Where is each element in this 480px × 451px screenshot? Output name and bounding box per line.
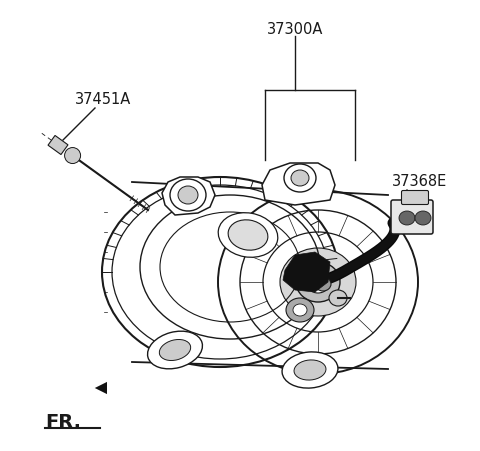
Ellipse shape bbox=[280, 248, 356, 316]
Text: FR.: FR. bbox=[45, 413, 81, 432]
Polygon shape bbox=[48, 135, 68, 155]
Ellipse shape bbox=[228, 220, 268, 250]
Ellipse shape bbox=[178, 186, 198, 204]
FancyBboxPatch shape bbox=[401, 190, 429, 204]
Ellipse shape bbox=[296, 262, 340, 302]
Ellipse shape bbox=[282, 352, 338, 388]
Ellipse shape bbox=[415, 211, 431, 225]
Ellipse shape bbox=[286, 298, 314, 322]
Ellipse shape bbox=[306, 271, 330, 293]
Ellipse shape bbox=[218, 213, 278, 257]
Ellipse shape bbox=[291, 170, 309, 186]
Ellipse shape bbox=[329, 290, 347, 306]
Polygon shape bbox=[162, 177, 215, 215]
Text: 37451A: 37451A bbox=[75, 92, 131, 107]
Polygon shape bbox=[262, 163, 335, 205]
Ellipse shape bbox=[147, 331, 203, 369]
Ellipse shape bbox=[65, 147, 81, 164]
FancyBboxPatch shape bbox=[391, 200, 433, 234]
Ellipse shape bbox=[399, 211, 415, 225]
Ellipse shape bbox=[170, 179, 206, 211]
Ellipse shape bbox=[315, 277, 331, 291]
Ellipse shape bbox=[293, 304, 307, 316]
Text: 37368E: 37368E bbox=[392, 175, 447, 189]
Polygon shape bbox=[283, 252, 330, 292]
Ellipse shape bbox=[294, 360, 326, 380]
Ellipse shape bbox=[159, 340, 191, 360]
Ellipse shape bbox=[284, 164, 316, 192]
Text: 37300A: 37300A bbox=[267, 22, 323, 37]
